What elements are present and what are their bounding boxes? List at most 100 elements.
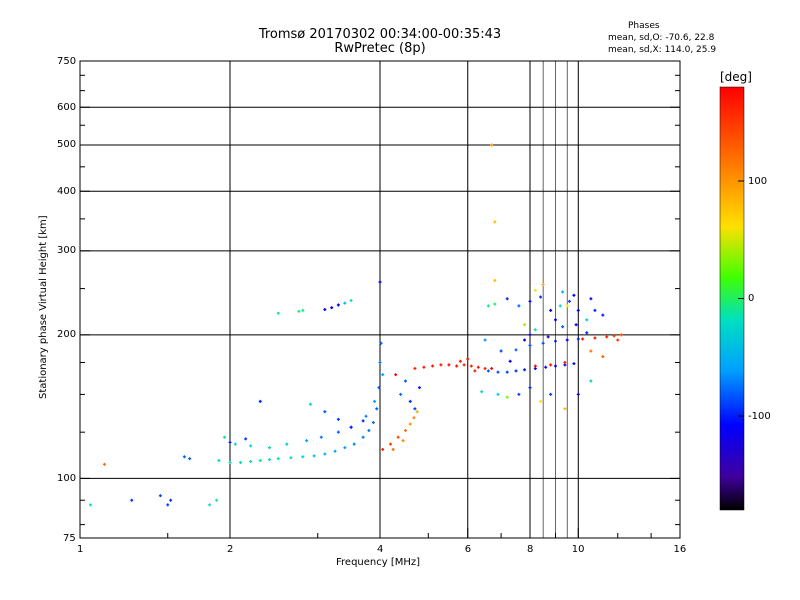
y-tick-label: 600 — [57, 101, 77, 113]
echo-point — [612, 334, 616, 338]
echo-point — [394, 373, 398, 377]
echo-point — [364, 414, 368, 418]
echo-point — [593, 336, 597, 340]
echo-point — [323, 307, 327, 311]
echo-point — [505, 297, 509, 301]
echo-point — [490, 143, 494, 147]
echo-point — [574, 323, 578, 327]
echo-point — [285, 442, 289, 446]
echo-point — [336, 303, 340, 307]
echo-point — [305, 439, 309, 443]
echo-point — [496, 370, 500, 374]
phase-stats-title: Phases — [628, 21, 660, 31]
echo-point — [508, 359, 512, 363]
echo-point — [539, 399, 543, 403]
echo-point — [589, 379, 593, 383]
echo-point — [258, 399, 262, 403]
echo-point — [381, 373, 385, 377]
echo-point — [228, 460, 232, 464]
echo-point — [473, 369, 477, 373]
echo-point — [572, 293, 576, 297]
echo-point — [399, 392, 403, 396]
y-tick-label: 200 — [57, 329, 77, 341]
echo-point — [215, 498, 219, 502]
x-tick-label: 4 — [377, 544, 384, 555]
echo-point — [541, 282, 545, 286]
echo-point — [169, 498, 173, 502]
y-tick-label: 300 — [57, 245, 77, 257]
echo-point — [343, 301, 347, 305]
echo-point — [483, 338, 487, 342]
echo-point — [601, 355, 605, 359]
echo-point — [396, 435, 400, 439]
echo-point — [403, 379, 407, 383]
echo-point — [208, 503, 212, 507]
echo-point — [458, 359, 462, 363]
echo-point — [377, 386, 381, 390]
echo-point — [130, 498, 134, 502]
echo-point — [496, 392, 500, 396]
echo-point — [493, 220, 497, 224]
echo-point — [401, 439, 405, 443]
x-tick-label: 16 — [673, 544, 687, 555]
echo-point — [289, 456, 293, 460]
echo-point — [367, 429, 371, 433]
echo-point — [549, 363, 553, 367]
echo-point — [336, 417, 340, 421]
echo-point — [267, 458, 271, 462]
y-tick-label: 75 — [63, 532, 76, 544]
y-tick-label: 500 — [57, 139, 77, 151]
echo-point — [517, 392, 521, 396]
echo-point — [249, 444, 253, 448]
echo-point — [589, 349, 593, 353]
echo-point — [572, 362, 576, 366]
echo-point — [462, 363, 466, 367]
echo-point — [361, 435, 365, 439]
echo-point — [523, 338, 527, 342]
echo-point — [469, 364, 473, 368]
echo-point — [493, 302, 497, 306]
echo-point — [297, 309, 301, 313]
echo-point — [544, 365, 548, 369]
x-tick-label: 2 — [227, 544, 234, 555]
echo-point — [408, 422, 412, 426]
echo-point — [408, 399, 412, 403]
echo-point — [166, 503, 170, 507]
echo-point — [352, 442, 356, 446]
echo-point — [616, 338, 620, 342]
echo-point — [228, 440, 232, 444]
echo-point — [553, 364, 557, 368]
echo-point — [447, 363, 451, 367]
y-tick-label: 100 — [57, 472, 77, 484]
echo-point — [528, 386, 532, 390]
echo-point — [528, 333, 532, 337]
echo-point — [585, 318, 589, 322]
y-tick-label: 400 — [57, 185, 77, 197]
data-points — [89, 143, 623, 507]
echo-point — [546, 335, 550, 339]
echo-point — [565, 338, 569, 342]
axis-ticks — [79, 60, 681, 539]
echo-point — [523, 368, 527, 372]
echo-point — [619, 333, 623, 337]
x-axis-label: Frequency [MHz] — [336, 557, 421, 568]
echo-point — [378, 360, 382, 364]
echo-point — [415, 410, 419, 414]
echo-point — [244, 437, 248, 441]
echo-point — [576, 392, 580, 396]
echo-point — [490, 366, 494, 370]
echo-point — [379, 341, 383, 345]
echo-point — [276, 311, 280, 315]
echo-point — [539, 295, 543, 299]
echo-point — [301, 455, 305, 459]
echo-point — [581, 337, 585, 341]
echo-point — [576, 337, 580, 341]
echo-point — [188, 457, 192, 461]
echo-point — [417, 386, 421, 390]
y-tick-label: 750 — [57, 55, 77, 67]
echo-point — [391, 447, 395, 451]
colorbar-unit: [deg] — [720, 70, 752, 84]
echo-point — [361, 419, 365, 423]
echo-point — [239, 460, 243, 464]
